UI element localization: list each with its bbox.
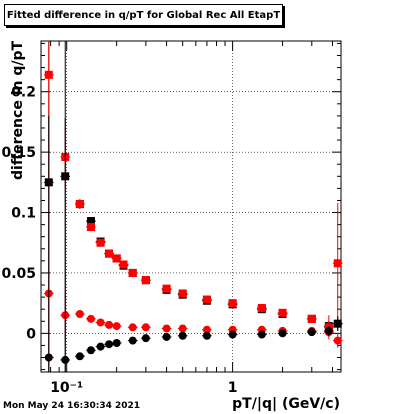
circle-marker: [86, 346, 95, 355]
square-marker: [112, 254, 121, 263]
square-marker: [257, 303, 266, 312]
chart-title-box: Fitted difference in q/pT for Global Rec…: [4, 4, 283, 26]
circle-marker: [86, 314, 95, 323]
y-tick-label: 0: [26, 326, 36, 342]
plot-frame: [40, 40, 342, 373]
series-group: [43, 41, 343, 372]
circle-marker: [128, 323, 137, 332]
circle-marker: [162, 324, 171, 333]
circle-marker: [75, 310, 84, 319]
square-marker: [178, 289, 187, 298]
circle-marker: [178, 324, 187, 333]
square-marker: [96, 238, 105, 247]
axis-tick-labels: 0 0.05 0.1 0.15 0.2 10⁻¹ 1: [1, 85, 237, 396]
circle-marker: [202, 325, 211, 334]
y-tick-label: 0.05: [1, 266, 36, 282]
circle-marker: [105, 320, 114, 329]
square-marker: [333, 259, 342, 268]
data-points: [43, 41, 343, 372]
circle-marker: [333, 336, 342, 345]
circle-marker: [112, 322, 121, 331]
square-marker: [86, 216, 95, 225]
square-marker: [202, 295, 211, 304]
datestamp: Mon May 24 16:30:34 2021: [3, 401, 141, 411]
square-marker: [86, 223, 95, 232]
square-marker: [162, 284, 171, 293]
circle-marker: [128, 336, 137, 345]
circle-marker: [112, 339, 121, 348]
y-axis-label: difference in q/pT: [10, 40, 26, 180]
square-marker: [75, 200, 84, 209]
circle-marker: [178, 331, 187, 340]
x-tick-label: 1: [228, 380, 238, 396]
circle-marker: [278, 329, 287, 338]
square-marker: [128, 268, 137, 277]
square-marker: [228, 299, 237, 308]
circle-marker: [44, 353, 53, 362]
circle-marker: [324, 326, 333, 335]
circle-marker: [257, 330, 266, 339]
square-marker: [119, 260, 128, 269]
square-marker: [307, 314, 316, 323]
circle-marker: [105, 340, 114, 349]
axis-ticks: [40, 41, 341, 372]
circle-marker: [96, 342, 105, 351]
x-axis-label: pT/|q| (GeV/c): [232, 396, 340, 412]
chart-title: Fitted difference in q/pT for Global Rec…: [6, 9, 281, 21]
x-tick-label: 10⁻¹: [50, 380, 83, 396]
circle-marker: [141, 334, 150, 343]
circle-marker: [333, 319, 342, 328]
y-tick-label: 0.15: [1, 145, 36, 161]
circle-marker: [75, 352, 84, 361]
circle-marker: [162, 332, 171, 341]
square-marker: [141, 276, 150, 285]
circle-marker: [61, 355, 70, 364]
circle-marker: [202, 331, 211, 340]
circle-marker: [96, 318, 105, 327]
circle-marker: [307, 328, 316, 337]
y-tick-label: 0.1: [11, 206, 36, 222]
square-marker: [44, 70, 53, 79]
y-tick-label: 0.2: [11, 85, 36, 101]
square-marker: [278, 308, 287, 317]
square-marker: [105, 249, 114, 258]
circle-marker: [141, 323, 150, 332]
series-group: [43, 115, 343, 372]
circle-marker: [228, 330, 237, 339]
series-group: [43, 41, 343, 340]
grid-lines: [41, 41, 341, 372]
